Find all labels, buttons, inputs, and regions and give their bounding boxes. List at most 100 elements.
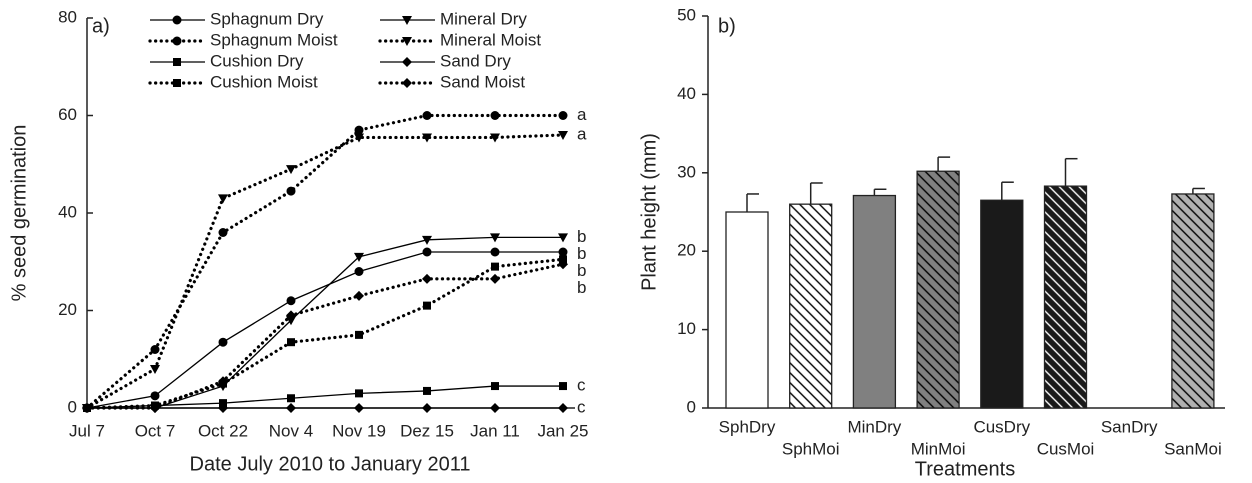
marker: [558, 259, 568, 270]
marker: [423, 386, 431, 395]
marker: [422, 247, 432, 257]
marker: [423, 301, 431, 310]
marker: [490, 133, 500, 143]
x-tick-label: SanDry: [1101, 417, 1158, 436]
legend-label: Sphagnum Moist: [210, 30, 338, 49]
bar: [852, 194, 897, 409]
marker: [287, 338, 295, 347]
marker: [422, 111, 432, 120]
marker: [422, 235, 432, 245]
marker: [286, 296, 296, 306]
marker: [355, 330, 363, 339]
marker: [354, 252, 364, 262]
bar: [1171, 193, 1215, 409]
marker: [150, 403, 160, 413]
marker: [354, 290, 364, 301]
legend-marker: [402, 57, 412, 67]
legend-marker: [172, 36, 182, 46]
x-tick-label: MinMoi: [911, 439, 966, 458]
y-axis-title: % seed germination: [8, 125, 30, 302]
bar: [916, 170, 960, 409]
marker: [286, 316, 296, 326]
marker: [490, 111, 500, 120]
marker: [150, 391, 160, 401]
marker: [287, 394, 295, 403]
group-letter: b: [577, 244, 586, 263]
group-letter: c: [577, 397, 586, 416]
x-tick-label: Jul 7: [69, 421, 105, 440]
marker: [490, 403, 500, 413]
marker: [354, 125, 364, 135]
x-tick-label: Nov 19: [332, 421, 386, 440]
marker: [218, 403, 228, 413]
panel-label: b): [718, 15, 736, 37]
bar: [725, 211, 769, 409]
bar: [1043, 185, 1088, 409]
legend-marker: [173, 58, 181, 66]
legend-label: Mineral Dry: [440, 9, 527, 28]
y-tick-label: 40: [58, 202, 77, 221]
legend-marker: [173, 79, 181, 87]
y-tick-label: 80: [58, 7, 77, 26]
marker: [491, 382, 499, 391]
legend-label: Sphagnum Dry: [210, 9, 324, 28]
legend-label: Cushion Dry: [210, 51, 304, 70]
marker: [490, 247, 500, 257]
y-axis-title: Plant height (mm): [638, 133, 660, 291]
marker: [355, 389, 363, 398]
x-tick-label: SphMoi: [782, 439, 840, 458]
marker: [558, 247, 568, 257]
marker: [422, 133, 432, 143]
series-line: [86, 251, 563, 409]
y-tick-label: 10: [677, 319, 696, 338]
series-line: [85, 133, 565, 410]
marker: [286, 186, 296, 196]
marker: [286, 310, 296, 321]
legend-label: Cushion Moist: [210, 72, 318, 91]
bar: [980, 199, 1024, 409]
marker: [558, 233, 568, 243]
y-tick-label: 20: [58, 300, 77, 319]
marker: [558, 111, 568, 120]
group-letter: a: [577, 105, 587, 124]
legend-marker: [402, 37, 412, 46]
legend-marker: [402, 78, 412, 88]
marker: [150, 365, 160, 374]
group-letter: b: [577, 227, 586, 246]
marker: [354, 133, 364, 143]
series-line: [86, 385, 563, 409]
x-tick-label: MinDry: [847, 417, 901, 436]
y-tick-label: 50: [677, 5, 696, 24]
group-letter: c: [577, 376, 586, 395]
marker: [218, 194, 228, 204]
marker: [490, 273, 500, 284]
y-tick-label: 0: [68, 397, 77, 416]
group-letter: b: [577, 278, 586, 297]
y-tick-label: 30: [677, 162, 696, 181]
marker: [218, 382, 228, 392]
x-tick-label: Nov 4: [269, 421, 313, 440]
series-line: [85, 257, 565, 410]
marker: [558, 131, 568, 140]
marker: [558, 403, 568, 413]
legend-label: Sand Moist: [440, 72, 525, 91]
marker: [150, 345, 160, 354]
series-line: [85, 113, 565, 410]
marker: [286, 403, 296, 413]
y-tick-label: 20: [677, 241, 696, 260]
x-tick-label: SphDry: [719, 417, 776, 436]
x-tick-label: Jan 25: [537, 421, 588, 440]
x-tick-label: Dez 15: [400, 421, 454, 440]
marker: [422, 273, 432, 284]
x-tick-label: Jan 11: [470, 421, 520, 440]
y-tick-label: 40: [677, 84, 696, 103]
group-letter: a: [577, 124, 587, 143]
marker: [218, 376, 228, 387]
y-tick-label: 0: [687, 397, 696, 416]
marker: [218, 337, 228, 347]
legend-label: Mineral Moist: [440, 30, 541, 49]
marker: [490, 233, 500, 243]
x-tick-label: CusDry: [973, 417, 1030, 436]
marker: [354, 403, 364, 413]
